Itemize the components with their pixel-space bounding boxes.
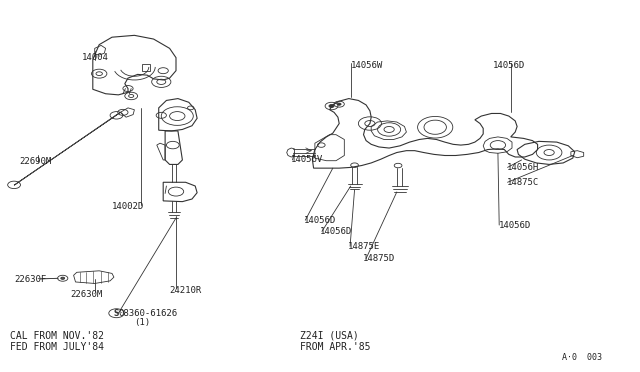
Text: FROM APR.'85: FROM APR.'85 [300,342,370,352]
Circle shape [329,105,334,108]
Text: 14875E: 14875E [348,242,380,251]
Circle shape [61,277,65,279]
Circle shape [337,103,341,105]
Text: 24210R: 24210R [170,286,202,295]
Text: 14056D: 14056D [499,221,531,230]
Text: 14056V: 14056V [291,155,323,164]
Text: 14002D: 14002D [112,202,144,211]
Text: 14875D: 14875D [363,254,395,263]
Text: 22690M: 22690M [19,157,51,166]
Text: 22630F: 22630F [14,275,46,284]
Text: CAL FROM NOV.'82: CAL FROM NOV.'82 [10,331,104,340]
Text: FED FROM JULY'84: FED FROM JULY'84 [10,342,104,352]
Text: A·0  003: A·0 003 [562,353,602,362]
Text: 14004: 14004 [82,53,109,62]
Text: Z24I (USA): Z24I (USA) [300,331,358,340]
Text: 14056W: 14056W [351,61,383,70]
Text: 08360-61626: 08360-61626 [118,309,177,318]
Text: 14056H: 14056H [507,163,539,172]
Text: 14056D: 14056D [493,61,525,70]
Text: 22630M: 22630M [70,290,102,299]
Text: 14875C: 14875C [507,178,539,187]
Text: (1): (1) [134,318,150,327]
Text: 14056D: 14056D [320,227,352,236]
Text: 14056D: 14056D [304,216,336,225]
Text: S: S [114,309,119,318]
